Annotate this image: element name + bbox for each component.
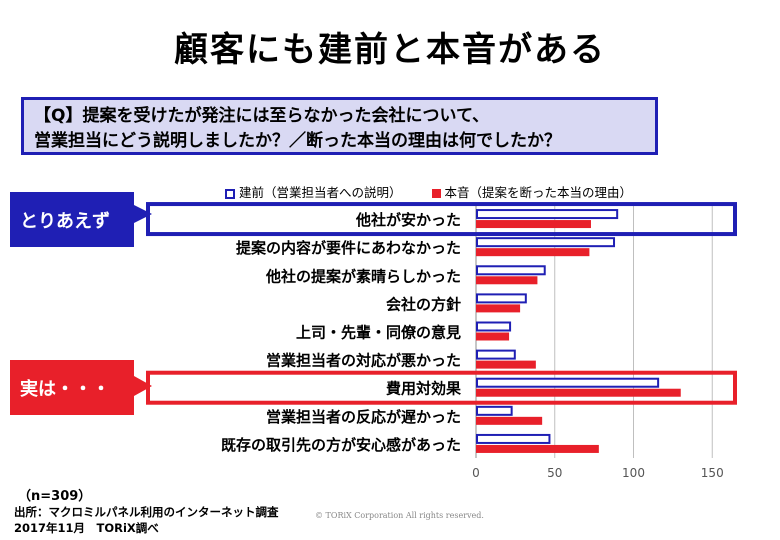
question-box: 【Q】提案を受けたが発注には至らなかった会社について、 営業担当にどう説明しまし… [21, 97, 658, 155]
bar-honne [476, 416, 543, 425]
question-line-2: 営業担当にどう説明しましたか？／断った本当の理由は何でしたか？ [34, 131, 561, 151]
legend-item-tatemae: 建前（営業担当者への説明） [225, 185, 406, 200]
x-tick-label: 0 [472, 466, 480, 480]
bar-honne [476, 276, 538, 285]
bar-honne [476, 360, 536, 369]
bar-honne [476, 388, 681, 397]
x-tick-label: 50 [547, 466, 562, 480]
callout-second-pointer [134, 376, 152, 396]
bar-tatemae [476, 293, 527, 304]
legend-label-honne: 本音（提案を断った本当の理由） [444, 185, 633, 200]
date-note: 2017年11月 TORiX調べ [14, 521, 159, 535]
highlight-frame-1 [146, 202, 737, 237]
callout-first-label: とりあえず [20, 210, 110, 232]
x-tick-label: 150 [701, 466, 724, 480]
question-line-1: 【Q】提案を受けたが発注には至らなかった会社について、 [34, 106, 490, 126]
bar-tatemae [476, 377, 660, 388]
legend-swatch-honne [431, 189, 441, 198]
bar-honne [476, 332, 510, 341]
bar-tatemae [476, 265, 546, 276]
bar-tatemae [476, 433, 551, 444]
callout-second: 実は・・・ [10, 360, 134, 415]
bar-tatemae [476, 237, 616, 248]
source-note: 出所：マクロミルパネル利用のインターネット調査 [14, 505, 279, 519]
category-label: 既存の取引先の方が安心感があった [221, 436, 461, 454]
callout-second-label: 実は・・・ [20, 378, 110, 400]
bar-tatemae [476, 349, 516, 360]
callout-first-pointer [134, 205, 152, 223]
chart-legend: 建前（営業担当者への説明） 本音（提案を断った本当の理由） [225, 182, 658, 201]
category-label: 他社の提案が素晴らしかった [265, 267, 461, 285]
bar-honne [476, 304, 521, 313]
bar-tatemae [476, 405, 513, 416]
category-label: 会社の方針 [386, 295, 461, 313]
legend-item-honne: 本音（提案を断った本当の理由） [431, 185, 633, 200]
bar-tatemae [476, 321, 512, 332]
copyright-notice: © TORiX Corporation All rights reserved. [315, 511, 484, 520]
bar-tatemae [476, 209, 619, 220]
sample-size: （n=309） [18, 489, 92, 504]
category-label: 営業担当者の反応が遅かった [266, 408, 461, 426]
category-label: 上司・先輩・同僚の意見 [296, 324, 461, 342]
legend-swatch-tatemae [225, 188, 235, 199]
category-label: 他社が安かった [355, 211, 461, 229]
callout-first: とりあえず [10, 192, 134, 247]
category-label: 営業担当者の対応が悪かった [266, 352, 461, 370]
bar-honne [476, 220, 591, 229]
x-tick-label: 100 [622, 466, 645, 480]
legend-label-tatemae: 建前（営業担当者への説明） [239, 185, 402, 200]
category-label: 費用対効果 [386, 380, 462, 398]
bar-honne [476, 444, 599, 453]
page-title: 顧客にも建前と本音がある [174, 30, 606, 70]
category-label: 提案の内容が要件にあわなかった [236, 239, 461, 257]
bar-honne [476, 248, 590, 257]
